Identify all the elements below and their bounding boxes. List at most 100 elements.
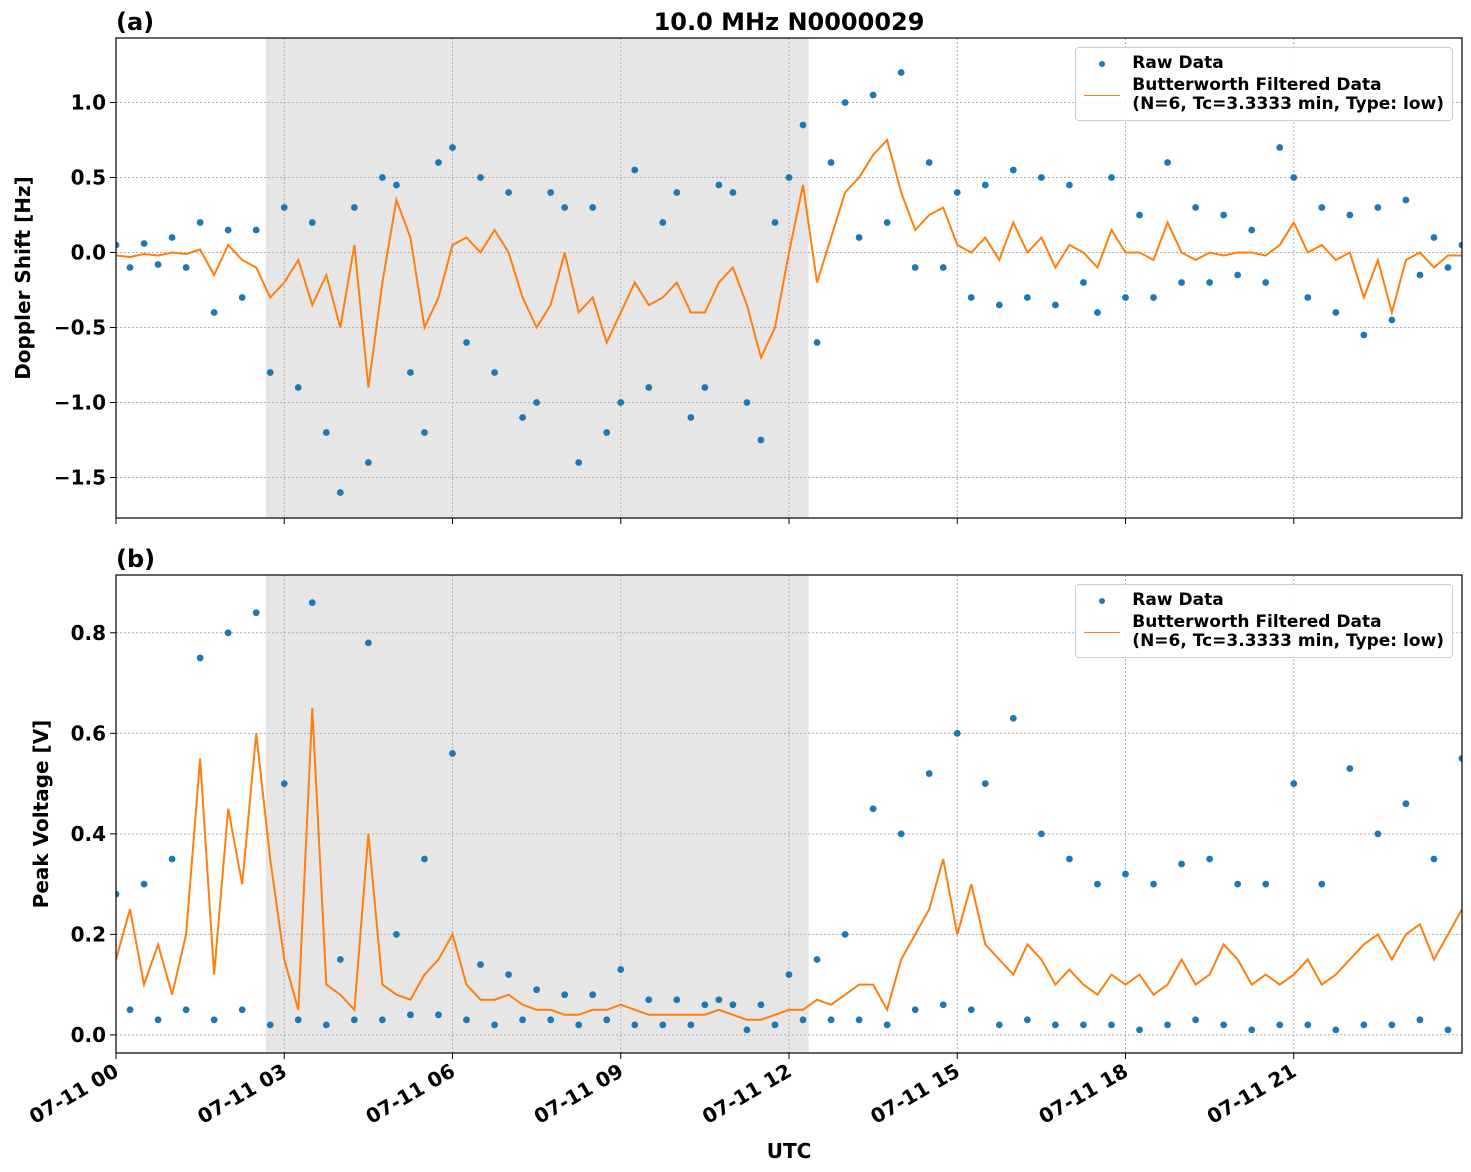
shaded-region bbox=[265, 38, 809, 518]
raw-point bbox=[561, 204, 569, 211]
raw-point bbox=[1009, 166, 1017, 174]
raw-point bbox=[1276, 144, 1284, 151]
raw-point bbox=[939, 1001, 947, 1009]
raw-point bbox=[1094, 309, 1101, 316]
raw-point bbox=[1248, 226, 1256, 234]
raw-point bbox=[1290, 780, 1298, 787]
y-tick-label: −0.5 bbox=[54, 316, 106, 340]
raw-point bbox=[1051, 301, 1059, 309]
shaded-region bbox=[265, 575, 809, 1053]
y-tick-label: −1.5 bbox=[54, 466, 106, 490]
raw-point bbox=[589, 204, 597, 211]
raw-point bbox=[435, 159, 442, 166]
raw-point bbox=[308, 599, 316, 607]
raw-point bbox=[1080, 1021, 1087, 1029]
raw-point bbox=[1262, 880, 1270, 888]
raw-point bbox=[757, 1001, 765, 1009]
y-tick-label: 0.5 bbox=[71, 166, 106, 190]
raw-point bbox=[280, 204, 288, 211]
raw-point bbox=[1122, 870, 1129, 878]
raw-point bbox=[449, 144, 456, 151]
raw-point bbox=[1023, 1016, 1031, 1024]
raw-point bbox=[182, 1006, 190, 1014]
raw-point bbox=[182, 264, 190, 271]
y-tick-label: 0.4 bbox=[71, 822, 106, 846]
raw-point bbox=[617, 966, 625, 973]
raw-point bbox=[533, 399, 541, 406]
raw-point bbox=[897, 69, 905, 76]
raw-point bbox=[322, 1021, 330, 1029]
raw-point bbox=[126, 1006, 134, 1014]
raw-point bbox=[743, 1026, 751, 1034]
raw-point bbox=[1192, 204, 1200, 211]
raw-point bbox=[1009, 714, 1017, 722]
raw-point bbox=[841, 99, 849, 106]
filtered-line bbox=[116, 708, 1462, 1021]
raw-point bbox=[519, 1016, 527, 1024]
x-tick-label: 07-11 00 bbox=[25, 1059, 123, 1129]
raw-point bbox=[1150, 880, 1157, 888]
legend-marker bbox=[1084, 632, 1121, 633]
raw-point bbox=[1430, 234, 1438, 241]
raw-point bbox=[1220, 1021, 1228, 1029]
legend: Raw Data Butterworth Filtered Data (N=6, … bbox=[1075, 47, 1453, 121]
raw-point bbox=[729, 1001, 737, 1009]
raw-point bbox=[421, 855, 428, 863]
raw-point bbox=[116, 241, 120, 249]
raw-point bbox=[575, 459, 583, 466]
raw-point bbox=[855, 1016, 863, 1024]
raw-point bbox=[603, 1016, 611, 1024]
raw-point bbox=[1108, 1021, 1115, 1029]
raw-point bbox=[1304, 1021, 1312, 1029]
raw-point bbox=[1416, 271, 1424, 279]
raw-point bbox=[1290, 174, 1298, 181]
raw-point bbox=[350, 204, 358, 211]
raw-point bbox=[1206, 279, 1214, 286]
legend-dot bbox=[1099, 598, 1106, 604]
raw-point bbox=[435, 1011, 442, 1019]
raw-point bbox=[1276, 1021, 1284, 1029]
raw-point bbox=[981, 181, 989, 189]
raw-point bbox=[701, 384, 709, 391]
legend-marker bbox=[1084, 95, 1121, 96]
raw-point bbox=[463, 339, 470, 346]
raw-point bbox=[1388, 1021, 1396, 1029]
raw-point bbox=[1108, 174, 1115, 181]
raw-point bbox=[154, 1016, 162, 1024]
raw-point bbox=[308, 219, 316, 226]
raw-point bbox=[589, 991, 597, 999]
legend-entry: Raw Data bbox=[1082, 591, 1444, 611]
raw-point bbox=[659, 1021, 667, 1029]
legend-marker bbox=[1099, 61, 1106, 67]
raw-point bbox=[687, 414, 695, 421]
legend: Raw Data Butterworth Filtered Data (N=6, … bbox=[1075, 584, 1453, 658]
raw-point bbox=[238, 294, 246, 301]
raw-point bbox=[785, 174, 793, 181]
raw-point bbox=[981, 780, 989, 787]
raw-point bbox=[224, 629, 232, 637]
raw-point bbox=[1164, 159, 1171, 166]
raw-point bbox=[1374, 204, 1382, 211]
raw-point bbox=[771, 1021, 779, 1029]
raw-point bbox=[519, 414, 527, 421]
legend-label: Raw Data bbox=[1132, 53, 1224, 73]
raw-point bbox=[827, 159, 835, 166]
panel-label: (a) bbox=[116, 8, 154, 36]
panel-label: (b) bbox=[116, 545, 155, 573]
raw-point bbox=[701, 1001, 709, 1009]
raw-point bbox=[547, 1016, 555, 1024]
legend-entry: Raw Data bbox=[1082, 54, 1444, 74]
y-tick-label: −1.0 bbox=[54, 391, 106, 415]
x-tick-label: 07-11 12 bbox=[698, 1059, 796, 1129]
raw-point bbox=[1220, 211, 1228, 219]
raw-point bbox=[967, 1006, 975, 1014]
raw-point bbox=[1080, 279, 1087, 286]
raw-point bbox=[266, 1021, 274, 1029]
raw-point bbox=[1094, 880, 1101, 888]
raw-point bbox=[1037, 174, 1045, 181]
raw-point bbox=[280, 780, 288, 787]
raw-point bbox=[729, 189, 737, 196]
raw-point bbox=[631, 1021, 639, 1029]
raw-point bbox=[1136, 211, 1143, 219]
